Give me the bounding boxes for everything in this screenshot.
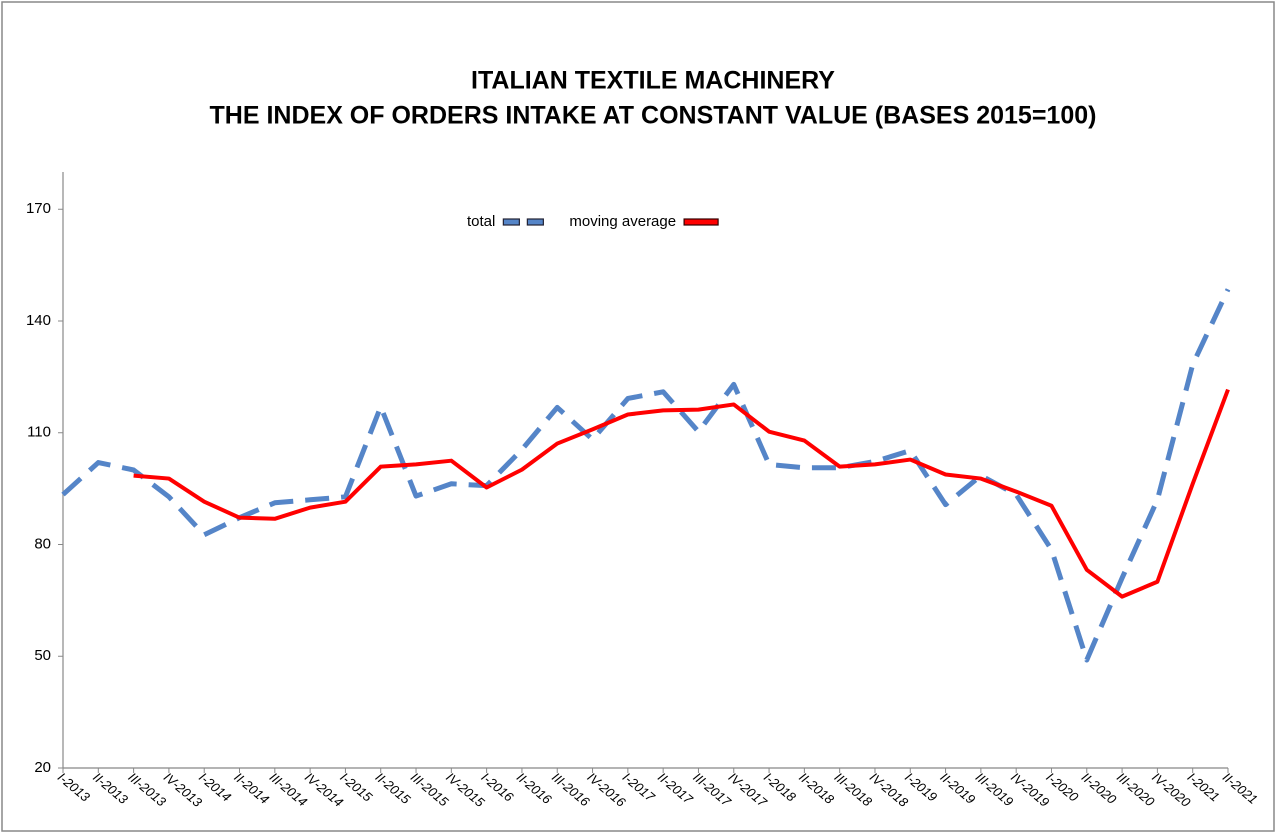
- y-tick-label: 140: [26, 312, 51, 329]
- series-line: [133, 388, 1230, 599]
- legend: total moving average: [467, 213, 719, 230]
- chart-title: ITALIAN TEXTILE MACHINERY: [471, 67, 835, 95]
- legend-label: moving average: [569, 213, 676, 230]
- legend-label: total: [467, 213, 495, 230]
- chart-subtitle: THE INDEX OF ORDERS INTAKE AT CONSTANT V…: [210, 102, 1097, 130]
- y-tick-label: 20: [34, 759, 51, 776]
- legend-swatch: [502, 218, 520, 226]
- legend-swatch: [683, 218, 719, 226]
- y-tick-label: 110: [27, 424, 51, 441]
- legend-swatch: [526, 218, 544, 226]
- y-tick-label: 50: [34, 647, 51, 664]
- y-tick-label: 170: [26, 200, 51, 217]
- series-line: [61, 288, 1231, 663]
- y-tick-label: 80: [34, 535, 51, 552]
